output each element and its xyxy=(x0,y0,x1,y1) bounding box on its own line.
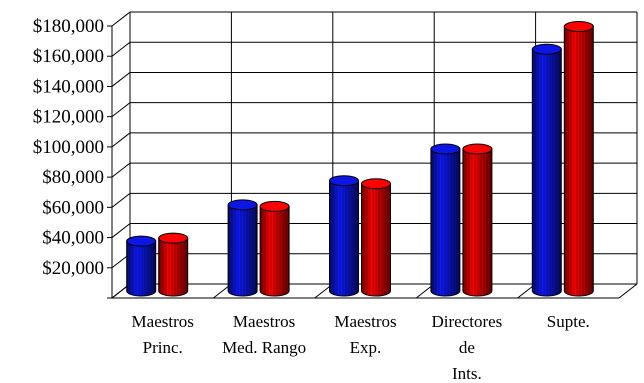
y-tick-label: $60,000 xyxy=(42,197,104,218)
y-tick-label: $140,000 xyxy=(33,76,104,97)
x-axis-category-labels: Maestros Princ. Maestros Med. Rango Maestros… xyxy=(132,312,590,383)
bar xyxy=(227,199,258,297)
bar xyxy=(361,178,391,297)
bar xyxy=(158,232,189,297)
x-category-label: Maestros Med. Rango xyxy=(222,312,306,357)
y-tick-label: $20,000 xyxy=(42,258,104,279)
grid-line-side xyxy=(111,223,131,238)
floor-divider xyxy=(618,283,638,299)
grid-line-side xyxy=(111,192,131,208)
x-category-label: Maestros Exp. xyxy=(334,312,396,357)
x-category-label: Supte. xyxy=(547,312,590,331)
y-axis-tick-labels: $20,000 $40,000 $60,000 $80,000 $100,000 $120… xyxy=(33,16,104,279)
y-tick-label: $160,000 xyxy=(33,46,104,67)
bar xyxy=(126,235,157,297)
bar xyxy=(563,21,594,297)
grid-line-side xyxy=(111,102,131,118)
x-category-label: Directores de Ints. xyxy=(431,312,502,383)
bar xyxy=(462,143,493,297)
y-tick-label: $80,000 xyxy=(42,167,104,188)
bar xyxy=(329,175,359,297)
y-tick-label: $120,000 xyxy=(33,107,104,128)
bar xyxy=(531,43,562,297)
chart-bars xyxy=(126,21,594,297)
grid-line-side xyxy=(111,41,131,57)
x-category-label: Maestros Princ. xyxy=(132,312,194,357)
y-tick-label: $180,000 xyxy=(33,16,104,37)
bar xyxy=(259,200,290,297)
y-tick-label: $40,000 xyxy=(42,228,104,249)
grid-line-side xyxy=(111,162,131,178)
grid-line-side xyxy=(111,72,131,87)
bar xyxy=(430,143,461,297)
grid-line-side xyxy=(111,132,131,148)
y-tick-label: $100,000 xyxy=(33,137,104,158)
grid-line-side xyxy=(111,11,131,27)
